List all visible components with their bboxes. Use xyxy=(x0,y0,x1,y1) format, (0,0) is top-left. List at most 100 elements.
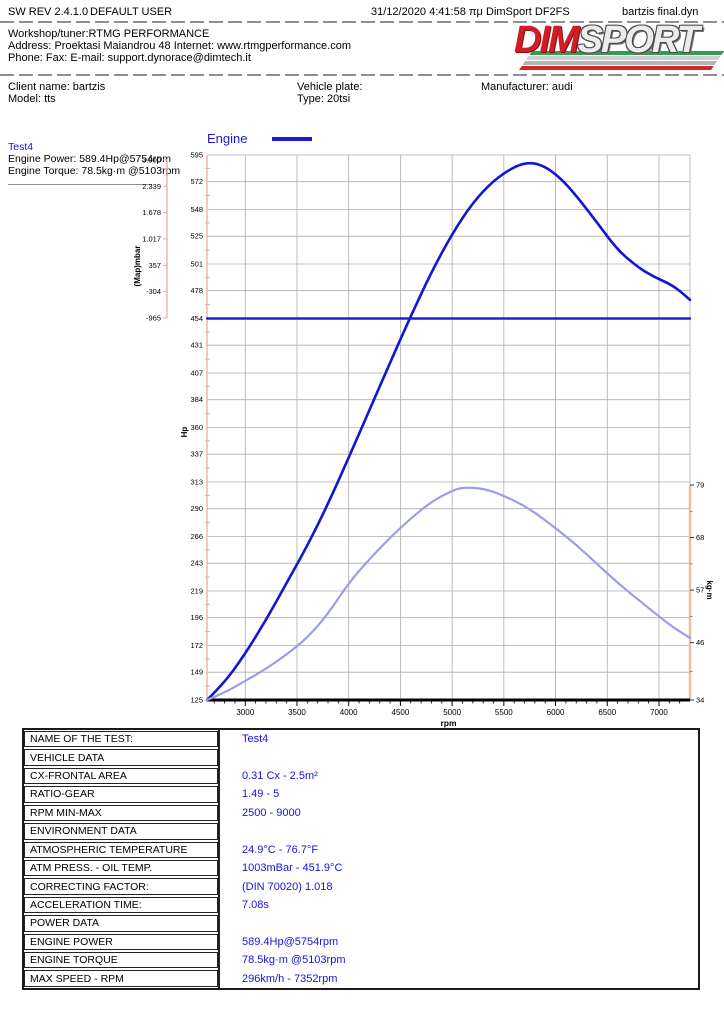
table-section-row: VEHICLE DATA xyxy=(24,748,698,767)
row-label: ACCELERATION TIME: xyxy=(24,896,218,914)
row-value: 1.49 - 5 xyxy=(218,785,698,804)
row-label: ENGINE POWER xyxy=(24,933,218,951)
engine-torque-curve xyxy=(205,486,692,702)
legend-line-swatch xyxy=(272,137,312,141)
kgm-tick-label: 79 xyxy=(696,481,704,490)
hp-tick-label: 478 xyxy=(190,286,203,295)
table-row: ACCELERATION TIME: 7.08s xyxy=(24,895,698,915)
row-label: RATIO-GEAR xyxy=(24,786,218,803)
table-row: RATIO-GEAR 1.49 - 5 xyxy=(24,785,698,804)
test-name: Test4 xyxy=(8,141,34,153)
hp-tick-label: 196 xyxy=(190,613,203,622)
sw-rev-label: SW REV 2.4.1.0 xyxy=(8,6,89,18)
row-value: 24.9°C - 76.7°F xyxy=(218,840,698,859)
hp-tick-label: 290 xyxy=(190,504,203,513)
dimsport-logo: DIMSPORT xyxy=(512,19,724,73)
dyno-chart: 595 572 548 525 501 478 454 431 407 384 360 337 313 2… xyxy=(133,151,714,729)
client-model: Model: tts xyxy=(8,93,56,105)
hp-tick-label: 384 xyxy=(190,395,203,404)
table-row: ATMOSPHERIC TEMPERATURE 24.9°C - 76.7°F xyxy=(24,840,698,859)
row-value: 0.31 Cx - 2.5m² xyxy=(218,766,698,786)
logo-dim-text: DIM xyxy=(514,19,580,61)
map-tick-label: -965 xyxy=(146,314,161,323)
divider xyxy=(0,74,724,76)
legend-engine-label: Engine xyxy=(207,131,248,146)
test-torque-summary: Engine Torque: 78.5kg·m @5103rpm xyxy=(8,165,181,177)
kgm-tick-label: 34 xyxy=(696,696,704,705)
map-tick-label: 2.339 xyxy=(142,182,161,191)
hp-tick-label: 525 xyxy=(190,232,203,241)
results-table: NAME OF THE TEST: Test4 VEHICLE DATA CX-FRO… xyxy=(22,728,700,990)
rpm-tick-label: 3000 xyxy=(236,708,254,717)
row-label: ENVIRONMENT DATA xyxy=(24,823,218,840)
kgm-tick-label: 57 xyxy=(696,586,704,595)
table-section-row: ENVIRONMENT DATA xyxy=(24,822,698,841)
rpm-tick-label: 5500 xyxy=(495,708,513,717)
row-label: ATM PRESS. - OIL TEMP. xyxy=(24,859,218,877)
table-section-row: POWER DATA xyxy=(24,914,698,933)
rpm-tick-label: 4500 xyxy=(392,708,410,717)
row-value: 589.4Hp@5754rpm xyxy=(218,932,698,952)
hp-tick-label: 337 xyxy=(190,450,203,459)
user-label: DEFAULT USER xyxy=(90,6,173,18)
client-name: Client name: bartzis xyxy=(8,81,106,93)
logo-stripe-red xyxy=(518,66,714,70)
hp-tick-label: 548 xyxy=(190,205,203,214)
map-tick-label: 3.000 xyxy=(142,156,161,165)
rpm-tick-label: 3500 xyxy=(288,708,306,717)
table-row: RPM MIN-MAX 2500 - 9000 xyxy=(24,803,698,823)
row-value: (DIN 70020) 1.018 xyxy=(218,877,698,896)
row-label: CX-FRONTAL AREA xyxy=(24,767,218,785)
rpm-axis-title: rpm xyxy=(440,718,457,728)
hp-tick-label: 172 xyxy=(190,641,203,650)
row-value: 296km/h - 7352rpm xyxy=(218,969,698,988)
rpm-axis-line xyxy=(207,698,690,702)
row-label: NAME OF THE TEST: xyxy=(24,731,218,748)
row-value xyxy=(218,822,698,841)
map-axis-title: (Map)mbar xyxy=(133,246,142,287)
hp-tick-label: 454 xyxy=(190,314,203,323)
table-row: ENGINE POWER 589.4Hp@5754rpm xyxy=(24,932,698,952)
hp-tick-label: 266 xyxy=(190,532,203,541)
hp-tick-label: 243 xyxy=(190,559,203,568)
hp-tick-label: 360 xyxy=(190,423,203,432)
table-row: ENGINE TORQUE 78.5kg·m @5103rpm xyxy=(24,951,698,970)
address-line: Address: Proektasi Maiandrou 48 Internet… xyxy=(8,40,351,52)
hp-tick-label: 595 xyxy=(190,151,203,160)
hp-tick-label: 149 xyxy=(190,668,203,677)
row-value xyxy=(218,748,698,767)
logo-text: DIMSPORT xyxy=(514,19,700,62)
kgm-tick-label: 68 xyxy=(696,533,704,542)
map-tick-label: 357 xyxy=(148,261,161,270)
manufacturer: Manufacturer: audi xyxy=(481,81,573,93)
row-value: 1003mBar - 451.9°C xyxy=(218,858,698,878)
kgm-axis-title: kg·m xyxy=(705,580,714,599)
row-value: 78.5kg·m @5103rpm xyxy=(218,951,698,970)
vehicle-plate: Vehicle plate: xyxy=(297,81,363,93)
table-row: CORRECTING FACTOR: (DIN 70020) 1.018 xyxy=(24,877,698,896)
datetime-label: 31/12/2020 4:41:58 πμ xyxy=(371,6,483,18)
rpm-tick-label: 6000 xyxy=(547,708,565,717)
map-tick-label: 1.017 xyxy=(142,235,161,244)
row-value xyxy=(218,914,698,933)
logo-sport-text: SPORT xyxy=(577,19,700,61)
hp-tick-label: 313 xyxy=(190,478,203,487)
rpm-tick-label: 5000 xyxy=(443,708,461,717)
hp-tick-label: 431 xyxy=(190,341,203,350)
hp-tick-label: 219 xyxy=(190,587,203,596)
map-tick-label: -304 xyxy=(146,287,161,296)
divider xyxy=(0,21,724,23)
row-label: VEHICLE DATA xyxy=(24,749,218,766)
kgm-tick-label: 46 xyxy=(696,638,704,647)
hp-tick-label: 572 xyxy=(190,177,203,186)
row-label: ATMOSPHERIC TEMPERATURE xyxy=(24,841,218,858)
row-value: 2500 - 9000 xyxy=(218,803,698,823)
row-label: ENGINE TORQUE xyxy=(24,952,218,969)
row-value: 7.08s xyxy=(218,895,698,915)
test-power-summary: Engine Power: 589.4Hp@5754rpm xyxy=(8,153,172,165)
table-row: NAME OF THE TEST: Test4 xyxy=(24,730,698,749)
hp-tick-label: 407 xyxy=(190,369,203,378)
workshop-line: Workshop/tuner:RTMG PERFORMANCE xyxy=(8,28,210,40)
rpm-tick-label: 4000 xyxy=(340,708,358,717)
